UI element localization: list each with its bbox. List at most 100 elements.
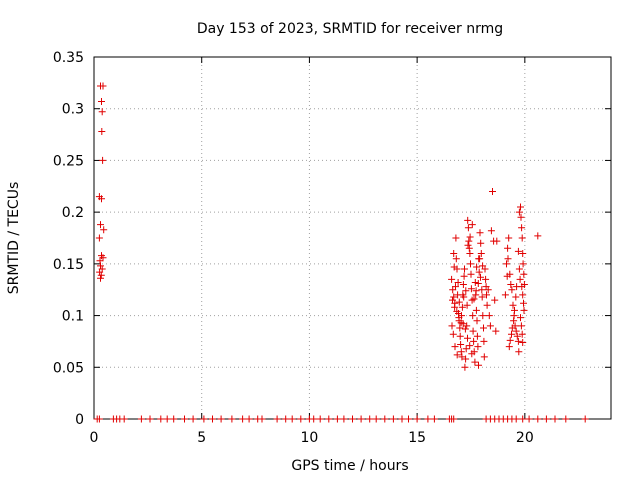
y-tick-label: 0.15	[53, 257, 84, 273]
data-point	[468, 350, 476, 358]
data-point	[478, 293, 486, 301]
data-point	[95, 415, 103, 423]
data-point	[483, 291, 490, 299]
data-point	[98, 98, 105, 105]
axis-ticks: 0 0.05 0.1 0.15 0.2 0.25 0.3 0.35 0 5 10 15 20	[53, 50, 611, 446]
data-point	[340, 415, 348, 423]
data-point	[512, 415, 520, 423]
data-point	[518, 224, 526, 232]
data-point	[542, 415, 550, 423]
data-point	[581, 415, 589, 423]
data-point	[413, 415, 421, 423]
data-point	[273, 415, 281, 423]
data-point	[516, 275, 524, 283]
data-point	[525, 415, 533, 423]
data-point	[448, 322, 456, 330]
data-point	[452, 234, 460, 242]
data-point	[462, 287, 470, 295]
data-point	[97, 221, 104, 229]
grid-lines	[94, 57, 611, 419]
data-point	[430, 415, 438, 423]
data-point	[457, 348, 465, 356]
data-point	[468, 221, 476, 229]
data-point	[471, 358, 479, 366]
data-point	[517, 213, 525, 221]
data-point	[456, 332, 464, 340]
data-point	[472, 306, 480, 314]
data-point	[515, 265, 523, 273]
data-point	[453, 351, 461, 359]
plot-frame	[93, 56, 612, 420]
data-point	[458, 303, 466, 311]
data-point	[519, 260, 527, 268]
y-tick-label: 0	[75, 412, 84, 428]
data-point	[491, 296, 499, 304]
data-point	[455, 298, 463, 306]
data-point	[449, 296, 456, 304]
data-point	[452, 255, 460, 263]
data-point	[463, 301, 471, 309]
data-point	[519, 339, 527, 346]
data-point	[513, 332, 521, 340]
data-point	[96, 268, 104, 276]
data-point	[517, 203, 524, 211]
data-point	[450, 263, 458, 271]
data-point	[461, 265, 468, 273]
data-point	[228, 415, 236, 423]
data-point	[520, 306, 528, 314]
data-point	[477, 250, 485, 257]
y-axis-label: SRMTID / TECUs	[6, 182, 22, 295]
y-tick-label: 0.2	[62, 205, 84, 221]
data-point	[288, 415, 296, 423]
data-point	[170, 415, 178, 423]
data-point	[462, 355, 470, 363]
data-point	[474, 280, 482, 287]
data-point	[381, 415, 389, 423]
data-point	[479, 312, 487, 320]
data-point	[474, 343, 482, 351]
data-point	[163, 415, 171, 423]
data-point	[507, 281, 515, 288]
data-point	[512, 327, 520, 335]
data-point	[464, 224, 472, 232]
y-tick-label: 0.05	[53, 360, 84, 376]
data-point	[453, 307, 461, 315]
data-point	[456, 324, 464, 332]
data-point	[519, 291, 527, 299]
data-point	[467, 260, 474, 268]
data-point	[97, 274, 104, 282]
y-tick-label: 0.1	[62, 309, 84, 325]
data-point	[462, 345, 470, 353]
data-point	[515, 208, 523, 216]
data-point	[468, 296, 476, 304]
data-point	[469, 327, 477, 335]
data-point	[484, 286, 492, 294]
data-point	[475, 268, 483, 276]
data-point	[98, 108, 106, 116]
data-point	[245, 415, 253, 423]
data-point	[461, 325, 469, 333]
data-point	[514, 247, 522, 255]
data-point	[478, 286, 486, 294]
data-point	[518, 283, 526, 291]
data-point	[489, 188, 496, 195]
data-point	[480, 337, 488, 345]
data-point	[515, 348, 523, 356]
chart-title: Day 153 of 2023, SRMTID for receiver nrm…	[197, 21, 503, 37]
y-tick-label: 0.25	[53, 153, 84, 169]
data-point	[517, 322, 525, 330]
data-point	[95, 234, 103, 242]
data-point	[454, 279, 462, 286]
data-point	[505, 343, 513, 351]
data-point	[189, 415, 197, 423]
x-tick-label: 10	[301, 430, 319, 446]
data-point	[99, 82, 107, 90]
data-point	[448, 275, 456, 283]
data-point	[451, 303, 459, 311]
data-point	[470, 337, 478, 345]
x-tick-label: 15	[408, 430, 426, 446]
data-point	[450, 415, 458, 423]
data-point	[506, 336, 514, 344]
data-points	[93, 82, 589, 423]
data-point	[471, 279, 479, 286]
